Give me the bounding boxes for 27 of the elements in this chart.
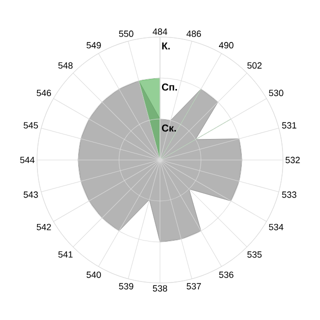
spoke-label: 544 bbox=[20, 156, 35, 164]
spoke-label: 543 bbox=[24, 191, 38, 198]
spoke-label: 545 bbox=[24, 122, 38, 129]
y-tick-label: Ск. bbox=[162, 124, 176, 132]
spoke-label: 532 bbox=[286, 156, 300, 164]
spoke-label: 536 bbox=[219, 272, 234, 278]
spoke-label: 546 bbox=[36, 90, 51, 96]
spoke-label: 549 bbox=[86, 42, 101, 48]
spoke-label: 548 bbox=[58, 62, 73, 69]
y-tick-label: К. bbox=[162, 42, 170, 50]
spoke-label: 538 bbox=[152, 285, 168, 292]
y-tick-label: Сп. bbox=[162, 84, 177, 91]
spoke-label: 535 bbox=[247, 251, 262, 258]
spoke-label: 530 bbox=[268, 90, 284, 96]
spoke-label: 484 bbox=[152, 28, 168, 35]
spoke-label: 534 bbox=[268, 224, 284, 230]
spoke-label: 550 bbox=[119, 30, 134, 37]
spoke-label: 490 bbox=[218, 42, 234, 48]
spoke-label: 537 bbox=[186, 283, 201, 290]
spoke-label: 502 bbox=[247, 62, 262, 69]
spoke-label: 541 bbox=[58, 251, 73, 258]
spoke-label: 542 bbox=[36, 224, 51, 230]
spoke-label: 540 bbox=[86, 272, 101, 278]
spoke-label: 486 bbox=[186, 30, 201, 37]
spoke-label: 531 bbox=[282, 122, 296, 129]
spoke-label: 533 bbox=[282, 191, 296, 198]
spoke-label: 539 bbox=[119, 283, 134, 290]
